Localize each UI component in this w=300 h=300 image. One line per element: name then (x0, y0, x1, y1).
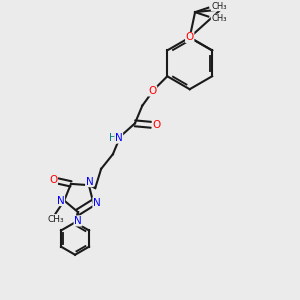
Text: CH₃: CH₃ (211, 14, 227, 23)
Text: N: N (85, 177, 93, 187)
Text: N: N (57, 196, 64, 206)
Text: O: O (49, 175, 57, 185)
Text: N: N (74, 216, 82, 226)
Text: CH₃: CH₃ (211, 2, 227, 11)
Text: CH₃: CH₃ (47, 214, 64, 224)
Text: O: O (148, 86, 157, 96)
Text: N: N (115, 133, 123, 143)
Text: H: H (109, 133, 117, 143)
Text: O: O (186, 32, 194, 43)
Text: N: N (93, 198, 100, 208)
Text: O: O (152, 120, 160, 130)
